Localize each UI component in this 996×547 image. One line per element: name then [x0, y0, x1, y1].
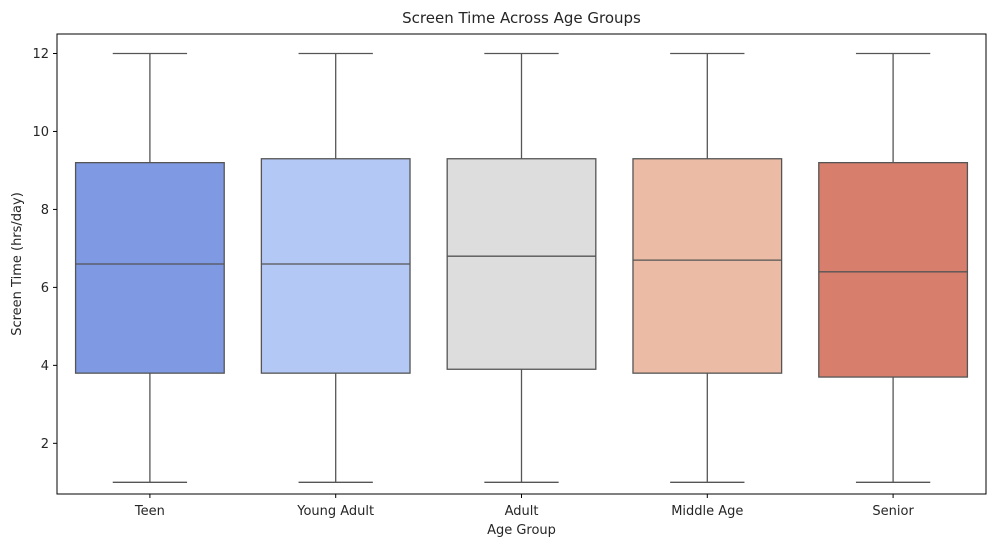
box-middle-age — [632, 52, 783, 483]
y-tick-label: 6 — [41, 281, 49, 296]
x-tick-label: Senior — [872, 504, 914, 519]
y-tick-label: 4 — [41, 359, 49, 374]
box-senior — [818, 52, 969, 483]
y-tick-label: 10 — [32, 125, 49, 140]
y-tick-label: 2 — [41, 437, 49, 452]
x-axis-ticks: Teen Young Adult Adult Middle Age Senior — [134, 494, 914, 519]
y-tick-label: 8 — [41, 203, 49, 218]
iqr-box — [74, 161, 225, 374]
iqr-box — [632, 158, 783, 374]
chart-title: Screen Time Across Age Groups — [402, 9, 641, 27]
x-axis-label: Age Group — [487, 523, 556, 538]
y-axis-ticks: 2 4 6 8 10 12 — [32, 47, 57, 452]
iqr-box — [260, 158, 411, 374]
y-axis-label: Screen Time (hrs/day) — [10, 192, 25, 336]
x-tick-label: Young Adult — [296, 504, 374, 519]
box-adult — [446, 52, 597, 483]
iqr-box — [818, 161, 969, 378]
y-tick-label: 12 — [32, 47, 49, 62]
box-series — [74, 52, 969, 483]
box-teen — [74, 52, 225, 483]
x-tick-label: Middle Age — [671, 504, 743, 519]
box-young-adult — [260, 52, 411, 483]
x-tick-label: Teen — [134, 504, 165, 519]
iqr-box — [446, 158, 597, 370]
x-tick-label: Adult — [505, 504, 539, 519]
